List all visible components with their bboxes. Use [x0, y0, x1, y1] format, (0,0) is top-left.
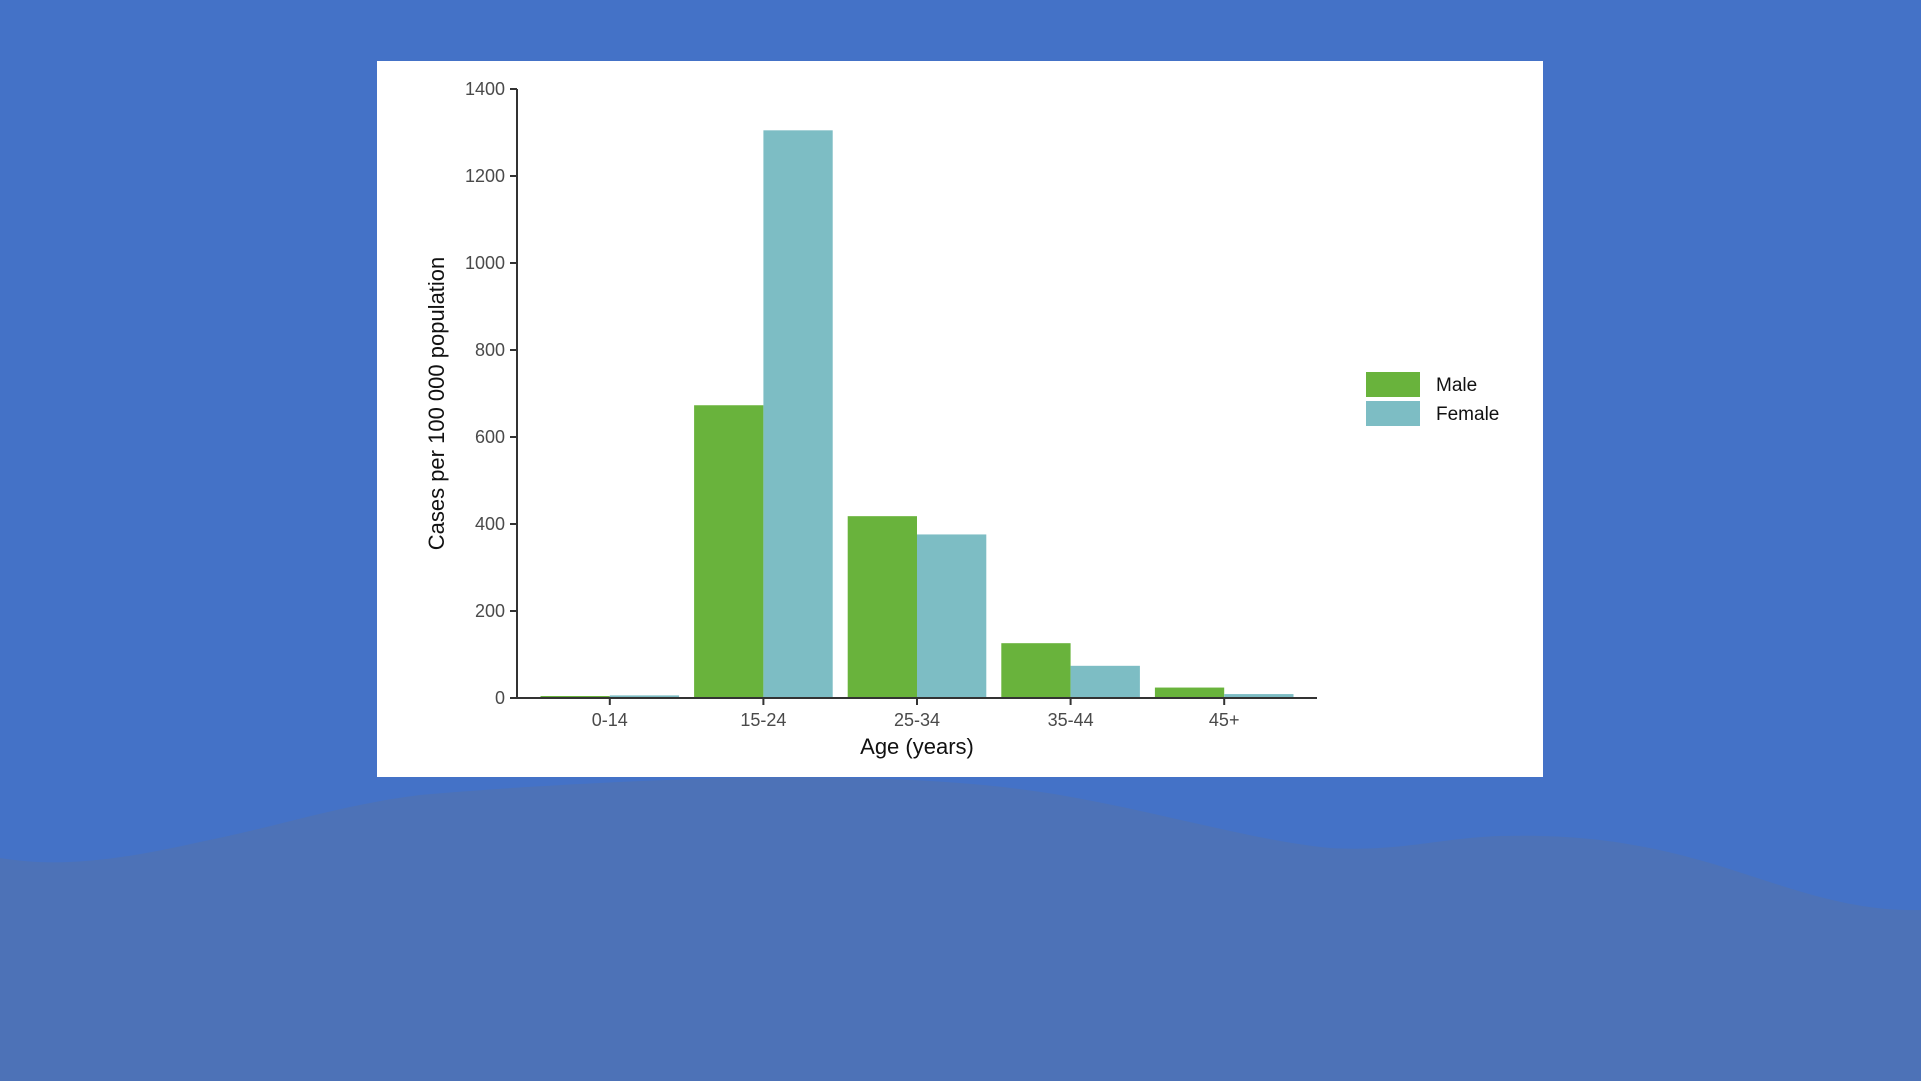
bar-female-25-34: [917, 534, 987, 698]
bar-male-15-24: [694, 405, 764, 698]
x-axis-title: Age (years): [860, 734, 974, 759]
x-tick-label: 15-24: [740, 710, 786, 730]
x-tick-label: 25-34: [894, 710, 940, 730]
legend-label-female: Female: [1436, 404, 1499, 425]
bar-female-15-24: [763, 130, 833, 698]
y-axis-title: Cases per 100 000 population: [424, 257, 449, 551]
legend-label-male: Male: [1436, 375, 1477, 396]
y-tick-label: 1200: [465, 166, 505, 186]
bar-male-35-44: [1001, 643, 1071, 698]
y-axis-ticks: 0 200 400 600 800 1000 1200 1400: [465, 79, 517, 708]
bar-male-45+: [1154, 687, 1225, 698]
bar-female-45+: [1224, 694, 1294, 698]
x-tick-label: 45+: [1209, 710, 1240, 730]
y-tick-label: 0: [495, 688, 505, 708]
bar-male-25-34: [847, 516, 917, 698]
legend-swatch-male: [1366, 372, 1420, 397]
y-tick-label: 1000: [465, 253, 505, 273]
x-tick-label: 0-14: [592, 710, 628, 730]
bars-layer: [540, 130, 1294, 698]
legend-swatch-female: [1366, 401, 1420, 426]
bar-female-0-14: [609, 695, 680, 698]
bar-chart: 0 200 400 600 800 1000 1200 1400 0-14 15-24 25-34…: [424, 79, 1499, 759]
legend: Male Female: [1366, 372, 1499, 426]
background-wave: [0, 777, 1921, 1081]
y-tick-label: 600: [475, 427, 505, 447]
y-tick-label: 200: [475, 601, 505, 621]
x-tick-label: 35-44: [1048, 710, 1094, 730]
y-tick-label: 400: [475, 514, 505, 534]
y-tick-label: 1400: [465, 79, 505, 99]
x-axis-ticks: 0-14 15-24 25-34 35-44 45+: [592, 698, 1240, 730]
chart-panel: 0 200 400 600 800 1000 1200 1400 0-14 15-24 25-34…: [377, 61, 1543, 777]
bar-female-35-44: [1070, 665, 1140, 698]
y-tick-label: 800: [475, 340, 505, 360]
